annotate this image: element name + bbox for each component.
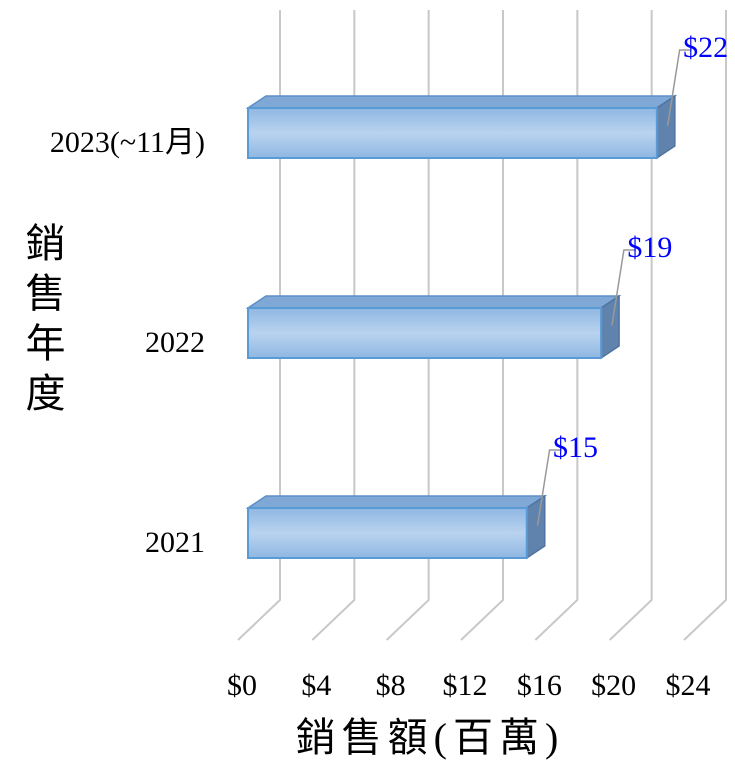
bar-side (526, 494, 546, 560)
grid-line (385, 10, 430, 641)
leader-line (536, 449, 562, 526)
x-tick-label: $8 (376, 669, 406, 702)
x-tick-label: $16 (517, 669, 562, 702)
leader-line (666, 49, 692, 126)
bar-side (600, 294, 620, 360)
value-label: $19 (627, 231, 672, 264)
x-tick-label: $24 (666, 669, 711, 702)
grid-line (608, 10, 653, 641)
bar-top (245, 295, 622, 309)
bar-top (245, 95, 678, 109)
bar-side (656, 94, 676, 160)
grid-line (460, 10, 504, 641)
y-tick-label: 2023(~11月) (50, 126, 205, 159)
bar (247, 307, 603, 359)
value-label: $15 (553, 431, 598, 464)
grid-line (311, 10, 356, 641)
y-tick-label: 2021 (145, 526, 205, 559)
x-axis-title: 銷售額(百萬) (296, 715, 565, 760)
y-axis-title: 銷售年度 (20, 222, 65, 422)
value-label: $22 (683, 31, 728, 64)
bar (247, 107, 658, 159)
grid-line (237, 10, 281, 641)
x-tick-label: $12 (443, 669, 488, 702)
grid-line (683, 10, 727, 641)
bar-top (245, 495, 548, 509)
bar (247, 507, 528, 559)
x-tick-label: $20 (591, 669, 636, 702)
x-tick-label: $0 (227, 669, 257, 702)
y-tick-label: 2022 (145, 326, 205, 359)
x-tick-label: $4 (301, 669, 331, 702)
leader-line (611, 249, 636, 326)
grid-line (534, 10, 579, 641)
